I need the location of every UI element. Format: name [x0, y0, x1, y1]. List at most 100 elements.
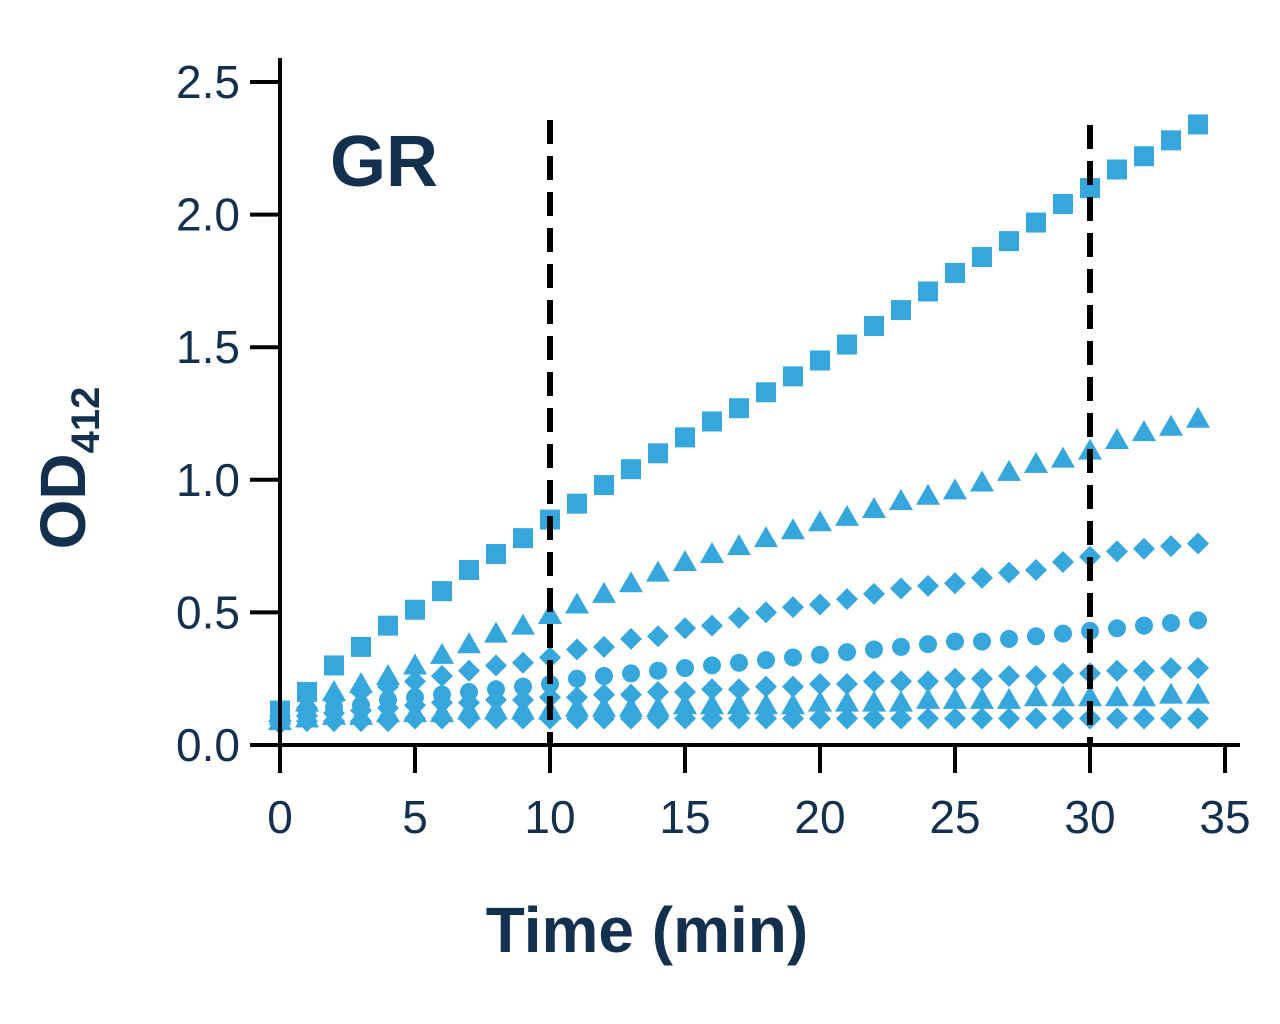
data-point-square: [513, 528, 533, 549]
x-tick-label: 0: [267, 791, 293, 843]
data-point-square: [918, 281, 938, 302]
data-point-circle: [703, 656, 721, 675]
data-point-diamond: [971, 707, 993, 730]
data-point-diamond: [485, 654, 507, 677]
data-point-triangle: [835, 504, 859, 526]
data-point-triangle: [727, 534, 751, 556]
data-point-triangle: [1078, 685, 1102, 707]
data-point-circle: [730, 653, 748, 672]
data-point-diamond: [404, 670, 426, 693]
data-point-triangle: [1105, 428, 1129, 450]
data-point-diamond: [944, 572, 966, 595]
data-point-triangle: [754, 526, 778, 548]
data-point-triangle: [889, 489, 913, 511]
data-point-diamond: [593, 707, 615, 730]
y-tick-label: 1.5: [176, 321, 240, 373]
data-point-diamond: [998, 707, 1020, 730]
data-point-circle: [1054, 624, 1072, 643]
data-point-square: [1134, 146, 1154, 167]
data-point-diamond: [782, 707, 804, 730]
data-point-diamond: [431, 707, 453, 730]
data-point-diamond: [917, 574, 939, 597]
data-point-diamond: [1052, 551, 1074, 574]
data-point-square: [405, 599, 425, 620]
data-point-diamond: [944, 667, 966, 690]
data-point-diamond: [485, 707, 507, 730]
data-point-square: [1080, 178, 1100, 199]
data-point-triangle: [511, 613, 535, 635]
data-point-diamond: [917, 707, 939, 730]
x-tick-label: 10: [524, 791, 575, 843]
data-point-diamond: [836, 707, 858, 730]
data-point-triangle: [943, 478, 967, 500]
y-axis-title-main: OD: [27, 453, 99, 549]
data-point-diamond: [593, 683, 615, 706]
data-point-square: [486, 544, 506, 565]
data-point-square: [1188, 114, 1208, 135]
data-point-circle: [919, 635, 937, 654]
data-point-triangle: [430, 642, 454, 664]
data-point-diamond: [1160, 535, 1182, 558]
data-point-square: [567, 493, 587, 514]
data-point-diamond: [701, 614, 723, 637]
data-point-triangle: [376, 664, 400, 686]
data-point-triangle: [646, 695, 670, 717]
data-point-diamond: [1187, 707, 1209, 730]
y-axis-title: OD412: [27, 387, 108, 550]
data-point-triangle: [1024, 685, 1048, 707]
data-point-triangle: [565, 695, 589, 717]
data-point-diamond: [755, 675, 777, 698]
data-point-triangle: [565, 592, 589, 614]
data-markers: [268, 114, 1210, 735]
data-point-diamond: [701, 678, 723, 701]
data-point-triangle: [781, 693, 805, 715]
data-point-diamond: [971, 566, 993, 589]
data-point-square: [378, 615, 398, 636]
data-point-diamond: [1133, 659, 1155, 682]
data-point-diamond: [1052, 662, 1074, 685]
data-point-triangle: [700, 542, 724, 564]
data-point-triangle: [1051, 446, 1075, 468]
data-point-diamond: [1079, 545, 1101, 568]
panel-label: GR: [330, 122, 438, 202]
axes: [278, 58, 1240, 747]
x-tick-label: 20: [794, 791, 845, 843]
data-point-diamond: [458, 659, 480, 682]
data-point-triangle: [673, 693, 697, 715]
x-axis-title: Time (min): [486, 894, 808, 966]
data-point-square: [999, 231, 1019, 252]
data-point-circle: [622, 664, 640, 683]
data-point-triangle: [943, 687, 967, 709]
data-point-diamond: [890, 707, 912, 730]
data-point-circle: [1189, 611, 1207, 630]
ticks: 0.0 0.5 1.0 1.5 2.0 2.5 0 5 10 15 20 25 30 35: [176, 56, 1251, 843]
data-point-diamond: [890, 670, 912, 693]
y-tick-label: 1.0: [176, 454, 240, 506]
data-point-triangle: [808, 510, 832, 532]
data-point-diamond: [512, 707, 534, 730]
data-point-square: [783, 366, 803, 387]
data-point-square: [729, 398, 749, 419]
data-point-diamond: [1025, 707, 1047, 730]
data-point-triangle: [457, 632, 481, 654]
data-point-circle: [865, 640, 883, 659]
data-point-diamond: [998, 561, 1020, 584]
data-point-diamond: [674, 617, 696, 640]
data-point-triangle: [1159, 414, 1183, 436]
data-point-circle: [838, 643, 856, 662]
data-point-diamond: [1106, 540, 1128, 563]
data-point-diamond: [674, 680, 696, 703]
data-point-square: [459, 559, 479, 580]
data-point-circle: [811, 645, 829, 664]
data-point-triangle: [970, 687, 994, 709]
data-point-triangle: [403, 653, 427, 675]
data-point-square: [675, 427, 695, 448]
data-point-circle: [676, 659, 694, 678]
data-point-diamond: [350, 710, 372, 733]
data-point-diamond: [1025, 558, 1047, 581]
data-point-triangle: [916, 687, 940, 709]
data-point-square: [1107, 159, 1127, 180]
data-point-triangle: [727, 693, 751, 715]
data-point-square: [324, 655, 344, 676]
data-point-diamond: [404, 707, 426, 730]
